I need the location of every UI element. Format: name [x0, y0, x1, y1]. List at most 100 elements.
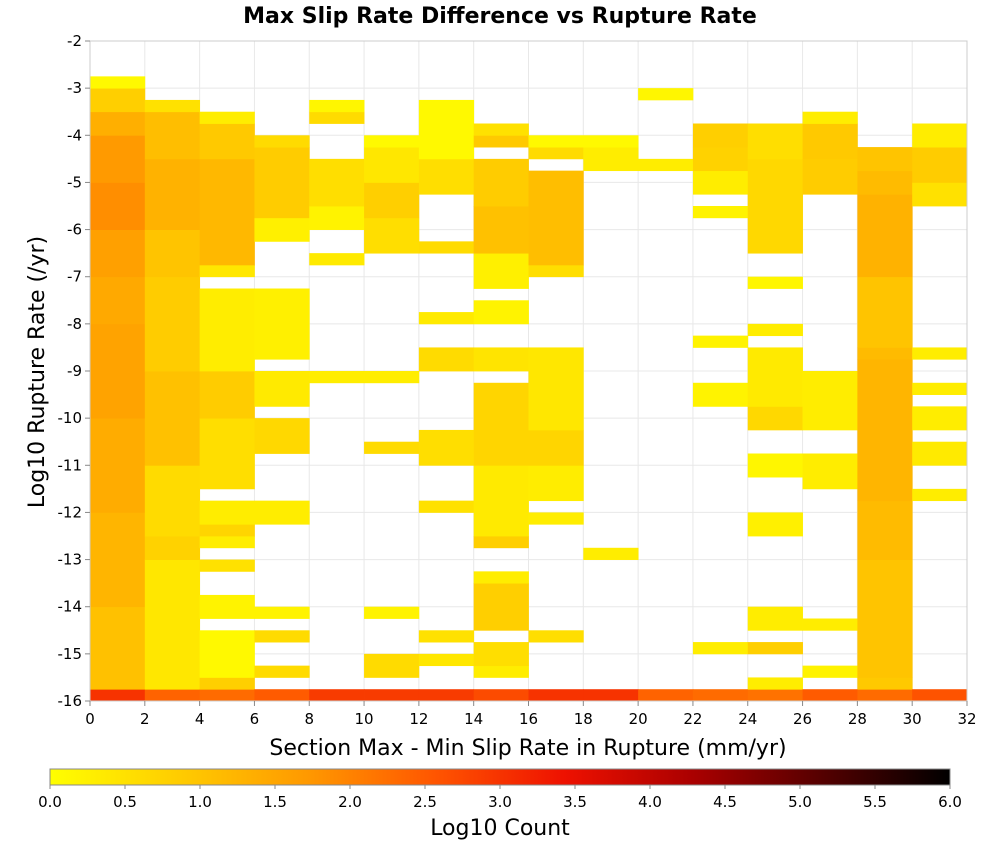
x-tick-label: 12 [409, 710, 428, 728]
heatmap-cell [144, 536, 201, 560]
x-tick-label: 26 [793, 710, 812, 728]
heatmap-cell [418, 158, 475, 195]
heatmap-cell [144, 229, 201, 278]
heatmap-cell [418, 312, 475, 325]
heatmap-cell [199, 594, 255, 619]
heatmap-cell [309, 253, 365, 266]
heatmap-cell [90, 111, 146, 136]
heatmap-cell [473, 135, 529, 148]
heatmap-cell [857, 347, 913, 360]
y-tick-label: -6 [67, 221, 82, 239]
heatmap-cell [747, 512, 803, 537]
heatmap-cell [912, 182, 968, 207]
heatmap-cell [90, 606, 146, 690]
heatmap-cell [144, 99, 201, 113]
x-tick-label: 18 [574, 710, 593, 728]
heatmap-cell [199, 677, 255, 690]
heatmap-cell [199, 111, 255, 124]
heatmap-cell [912, 382, 968, 395]
heatmap-cell [199, 559, 255, 572]
heatmap-cell [857, 147, 913, 172]
heatmap-cell [254, 500, 310, 525]
heatmap-cell [254, 147, 310, 219]
heatmap-cell [857, 500, 913, 560]
heatmap-cell [364, 441, 420, 454]
x-tick-label: 0 [85, 710, 95, 728]
y-tick-label: -4 [67, 126, 82, 144]
heatmap-cell [692, 642, 749, 655]
heatmap-cell [528, 135, 584, 148]
heatmap-cell [90, 512, 146, 608]
heatmap-cell [309, 689, 365, 702]
x-tick-label: 14 [464, 710, 483, 728]
heatmap-cell [364, 371, 420, 384]
y-tick-label: -12 [58, 503, 83, 521]
heatmap-cell [802, 371, 858, 431]
heatmap-cells [90, 76, 968, 702]
heatmap-cell [528, 512, 584, 525]
y-tick-label: -5 [67, 173, 82, 191]
heatmap-cell [199, 524, 255, 537]
heatmap-cell [473, 206, 529, 254]
x-tick-label: 24 [738, 710, 757, 728]
x-tick-label: 20 [629, 710, 648, 728]
heatmap-cell [473, 571, 529, 584]
heatmap-cell [144, 276, 201, 372]
colorbar-tick-label: 2.5 [413, 793, 437, 811]
y-tick-label: -8 [67, 315, 82, 333]
heatmap-cell [912, 441, 968, 466]
heatmap-cell [254, 288, 310, 360]
heatmap-cell [528, 429, 584, 466]
heatmap-cell [144, 158, 201, 230]
heatmap-cell [418, 99, 475, 160]
heatmap-cell [144, 111, 201, 160]
heatmap-cell [912, 147, 968, 183]
heatmap-cell [473, 583, 529, 631]
heatmap-cell [309, 371, 365, 384]
heatmap-cell [802, 158, 858, 195]
heatmap-cell [802, 453, 858, 490]
heatmap-cell [418, 630, 475, 643]
heatmap-cell [418, 500, 475, 513]
heatmap-cell [857, 194, 913, 278]
heatmap-cell [857, 359, 913, 502]
colorbar-tick-label: 0.5 [113, 793, 137, 811]
heatmap-cell [528, 170, 584, 266]
heatmap-cell [528, 630, 584, 643]
colorbar-label: Log10 Count [430, 816, 570, 841]
y-axis-label: Log10 Rupture Rate (/yr) [25, 236, 50, 508]
heatmap-cell [418, 429, 475, 466]
heatmap-cell [364, 135, 420, 148]
heatmap-cell [199, 418, 255, 490]
colorbar-tick-label: 4.0 [638, 793, 662, 811]
heatmap-cell [473, 158, 529, 207]
chart-title: Max Slip Rate Difference vs Rupture Rate [243, 4, 757, 29]
y-tick-label: -11 [58, 456, 83, 474]
heatmap-cell [473, 642, 529, 667]
heatmap-cell [802, 689, 858, 702]
heatmap-cell [528, 465, 584, 502]
heatmap-cell [364, 689, 420, 702]
x-tick-label: 32 [957, 710, 976, 728]
x-axis-ticks: 0 2 4 6 8 10 12 14 16 18 20 22 24 26 28 30 32 [85, 701, 977, 728]
heatmap-cell [747, 406, 803, 431]
x-tick-label: 2 [140, 710, 150, 728]
heatmap-cell [473, 465, 529, 537]
heatmap-cell [857, 559, 913, 678]
heatmap-cell [857, 677, 913, 690]
y-tick-label: -10 [58, 409, 83, 427]
heatmap-cell [199, 123, 255, 160]
heatmap-cell [692, 335, 749, 348]
heatmap-cell [309, 111, 365, 124]
colorbar-tick-label: 1.5 [263, 793, 287, 811]
x-tick-label: 6 [250, 710, 260, 728]
heatmap-cell [528, 264, 584, 278]
heatmap-cell [747, 453, 803, 478]
heatmap-cell [90, 182, 146, 230]
heatmap-cell [473, 123, 529, 136]
heatmap-cell [254, 689, 310, 702]
heatmap-cell [90, 88, 146, 113]
heatmap-cell [747, 677, 803, 690]
x-tick-label: 8 [304, 710, 314, 728]
